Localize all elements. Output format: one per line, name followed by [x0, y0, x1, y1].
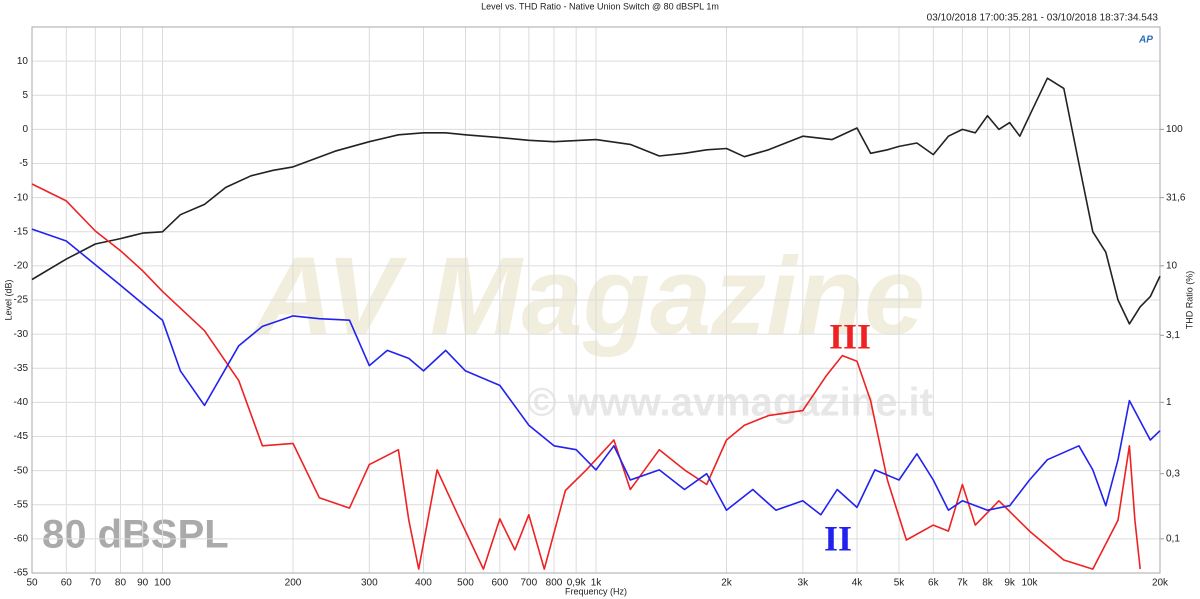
x-tick-label: 6k — [928, 578, 940, 589]
x-tick-label: 50 — [26, 578, 38, 589]
y-tick-label: -45 — [14, 431, 29, 442]
chart-title: Level vs. THD Ratio - Native Union Switc… — [481, 1, 719, 11]
y2-axis-title: THD Ratio (%) — [1184, 271, 1194, 330]
y-tick-label: -25 — [14, 295, 29, 306]
y-tick-label: -40 — [14, 397, 29, 408]
y-tick-label: -65 — [14, 568, 29, 579]
plot-frame — [31, 26, 1161, 574]
y2-tick-label: 100 — [1166, 124, 1183, 135]
x-tick-label: 700 — [521, 578, 538, 589]
y-tick-label: -10 — [14, 192, 29, 203]
x-tick-label: 20k — [1152, 578, 1169, 589]
y-tick-label: -60 — [14, 534, 29, 545]
x-tick-label: 3k — [798, 578, 810, 589]
x-tick-label: 0,9k — [567, 578, 587, 589]
x-tick-label: 400 — [415, 578, 432, 589]
watermark: AV Magazine — [252, 235, 925, 358]
x-tick-label: 90 — [137, 578, 149, 589]
x-tick-label: 800 — [546, 578, 563, 589]
x-tick-label: 7k — [957, 578, 969, 589]
x-tick-label: 60 — [61, 578, 73, 589]
x-tick-label: 70 — [90, 578, 102, 589]
x-tick-label: 500 — [457, 578, 474, 589]
y2-tick-label: 10 — [1166, 260, 1178, 271]
y-tick-label: 10 — [17, 56, 29, 67]
level-annotation: 80 dBSPL — [42, 513, 229, 557]
series-line — [31, 228, 1161, 516]
x-axis-title: Frequency (Hz) — [565, 586, 627, 596]
y-tick-label: 5 — [22, 90, 28, 101]
timestamp: 03/10/2018 17:00:35.281 - 03/10/2018 18:… — [927, 13, 1159, 24]
x-tick-label: 200 — [285, 578, 302, 589]
y2-tick-label: 1 — [1166, 397, 1172, 408]
x-tick-label: 10k — [1021, 578, 1038, 589]
y-tick-label: -5 — [19, 158, 28, 169]
x-tick-label: 5k — [894, 578, 906, 589]
x-tick-label: 2k — [721, 578, 733, 589]
x-tick-label: 9k — [1004, 578, 1016, 589]
y-axis-title: Level (dB) — [3, 279, 13, 320]
x-tick-label: 80 — [115, 578, 127, 589]
y2-tick-label: 31,6 — [1166, 192, 1186, 203]
y-tick-label: -30 — [14, 329, 29, 340]
y-tick-label: -50 — [14, 465, 29, 476]
logo: AP — [1138, 35, 1153, 46]
y2-tick-label: 3,1 — [1166, 330, 1180, 341]
series-label: II — [824, 518, 852, 558]
y-tick-label: -20 — [14, 261, 29, 272]
x-tick-label: 600 — [491, 578, 508, 589]
x-tick-label: 4k — [852, 578, 864, 589]
x-tick-label: 300 — [361, 578, 378, 589]
y-tick-label: 0 — [22, 124, 28, 135]
series-label: III — [829, 316, 871, 356]
series-line — [31, 77, 1161, 325]
x-tick-label: 100 — [154, 578, 171, 589]
y-tick-label: -15 — [14, 226, 29, 237]
x-tick-label: 1k — [591, 578, 603, 589]
y2-tick-label: 0,1 — [1166, 533, 1180, 544]
y2-tick-label: 0,3 — [1166, 468, 1180, 479]
x-tick-label: 8k — [982, 578, 994, 589]
y-tick-label: -55 — [14, 499, 29, 510]
y-tick-label: -35 — [14, 363, 29, 374]
